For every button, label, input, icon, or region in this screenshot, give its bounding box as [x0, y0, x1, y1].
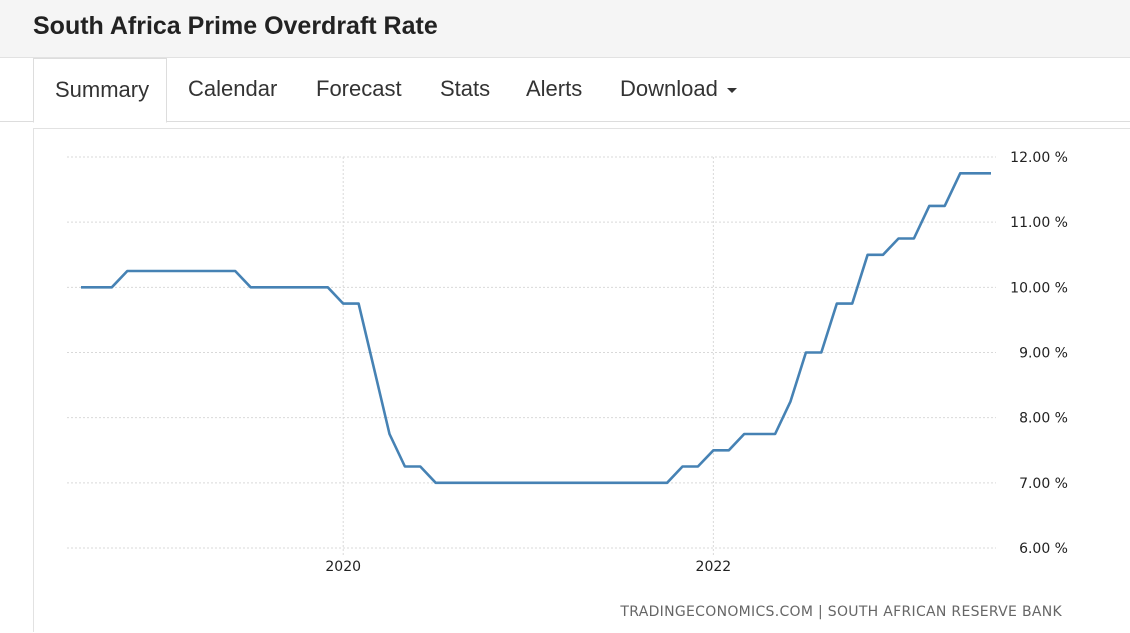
tab-bar: Summary Calendar Forecast Stats Alerts D… [0, 58, 1130, 123]
tab-summary[interactable]: Summary [33, 58, 167, 123]
chart-grid [67, 156, 996, 556]
chart-series [81, 171, 991, 485]
tab-forecast[interactable]: Forecast [316, 58, 402, 122]
y-tick-label: 9.00 % [1019, 346, 1068, 362]
y-tick-label: 7.00 % [1019, 476, 1068, 492]
y-axis: 12.00 % 11.00 % 10.00 % 9.00 % 8.00 % 7.00 % 6… [1010, 150, 1068, 557]
tab-calendar-label: Calendar [188, 76, 278, 101]
x-axis: 2020 2022 [325, 559, 731, 575]
y-tick-label: 11.00 % [1010, 215, 1068, 231]
tab-summary-label: Summary [55, 77, 150, 102]
tab-alerts[interactable]: Alerts [526, 58, 582, 122]
title-bar: South Africa Prime Overdraft Rate [0, 0, 1130, 58]
tab-forecast-label: Forecast [316, 76, 402, 101]
tab-calendar[interactable]: Calendar [188, 58, 277, 122]
tab-alerts-label: Alerts [526, 76, 583, 101]
y-tick-label: 6.00 % [1019, 541, 1068, 557]
tab-stats[interactable]: Stats [440, 58, 490, 122]
x-tick-label: 2020 [325, 559, 361, 575]
y-tick-label: 12.00 % [1010, 150, 1068, 166]
chart-source: TRADINGECONOMICS.COM | SOUTH AFRICAN RES… [619, 604, 1062, 620]
tab-stats-label: Stats [440, 76, 491, 101]
y-tick-label: 10.00 % [1010, 280, 1068, 296]
rate-chart: 12.00 % 11.00 % 10.00 % 9.00 % 8.00 % 7.00 % 6… [67, 150, 1068, 620]
x-tick-label: 2022 [696, 559, 732, 575]
page-title: South Africa Prime Overdraft Rate [33, 12, 438, 40]
caret-down-icon [726, 87, 737, 93]
y-tick-label: 8.00 % [1019, 411, 1068, 427]
chart-panel: 12.00 % 11.00 % 10.00 % 9.00 % 8.00 % 7.00 % 6… [33, 128, 1130, 632]
tab-download[interactable]: Download [620, 58, 737, 122]
tab-download-label: Download [620, 76, 718, 101]
series-line [81, 171, 991, 485]
